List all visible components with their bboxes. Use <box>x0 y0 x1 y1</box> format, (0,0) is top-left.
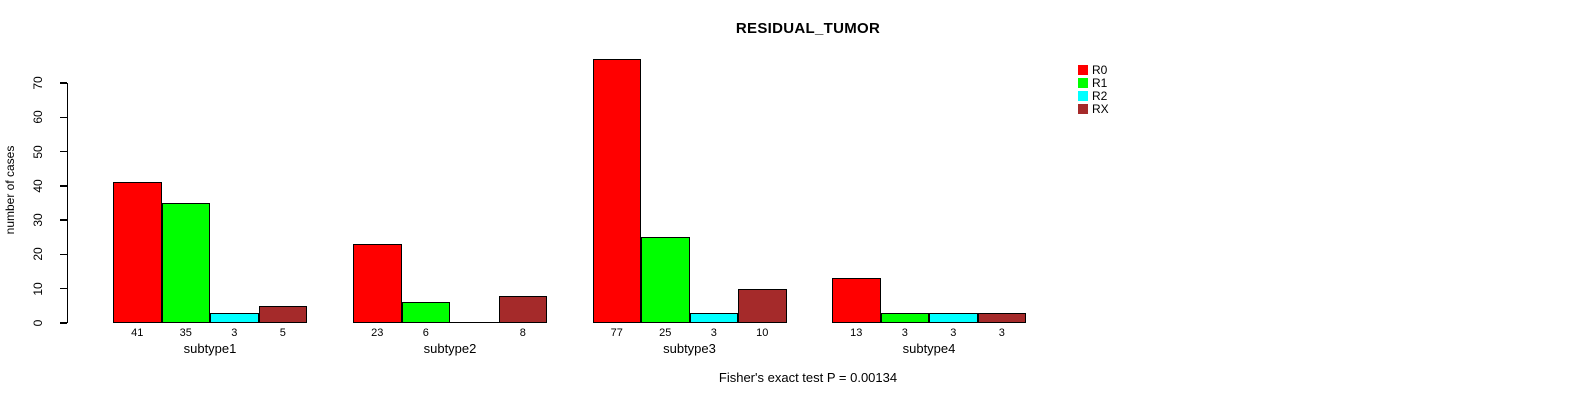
y-tick <box>59 150 67 153</box>
bar-rx-subtype2 <box>498 295 547 323</box>
bar-value-label: 3 <box>231 327 238 339</box>
y-axis-label: number of cases <box>3 145 17 235</box>
y-tick-label: 70 <box>31 76 45 90</box>
legend-swatch-r0 <box>1078 65 1088 75</box>
bar-r2-subtype1 <box>210 312 259 323</box>
group-label-subtype3: subtype3 <box>663 341 716 356</box>
bar-r1-subtype1 <box>161 203 210 323</box>
bar-zero-r2-subtype2 <box>450 321 499 323</box>
y-axis-line <box>66 83 68 323</box>
bar-r2-subtype3 <box>689 312 738 323</box>
bar-value-label: 3 <box>901 327 908 339</box>
y-tick-label: 10 <box>31 282 45 296</box>
bar-value-label: 3 <box>998 327 1005 339</box>
legend-swatch-r2 <box>1078 91 1088 101</box>
y-tick-label: 30 <box>31 213 45 227</box>
bar-value-label: 13 <box>850 327 863 339</box>
bar-value-label: 10 <box>756 327 769 339</box>
bar-value-label: 6 <box>422 327 429 339</box>
legend-label: R0 <box>1092 63 1108 77</box>
bar-value-label: 8 <box>519 327 526 339</box>
y-tick-label: 40 <box>31 179 45 193</box>
group-label-subtype2: subtype2 <box>423 341 477 356</box>
bar-value-label: 5 <box>279 327 286 339</box>
bar-rx-subtype3 <box>738 288 787 323</box>
bar-r0-subtype3 <box>592 59 641 323</box>
group-label-subtype4: subtype4 <box>902 341 956 356</box>
bar-r1-subtype4 <box>880 312 929 323</box>
bar-r0-subtype1 <box>113 182 162 323</box>
y-tick <box>59 82 67 84</box>
chart-title: RESIDUAL_TUMOR <box>735 20 881 37</box>
fisher-test-caption: Fisher's exact test P = 0.00134 <box>718 370 898 385</box>
y-tick-label: 20 <box>31 247 45 262</box>
bar-value-label: 23 <box>371 327 384 339</box>
group-label-subtype1: subtype1 <box>183 341 237 356</box>
legend-swatch-r1 <box>1078 78 1088 88</box>
bar-r1-subtype3 <box>641 237 690 323</box>
legend-label: R1 <box>1092 76 1108 90</box>
bar-value-label: 3 <box>950 327 957 339</box>
y-tick <box>59 322 67 324</box>
bar-rx-subtype4 <box>977 312 1026 323</box>
legend-swatch-rx <box>1078 104 1088 114</box>
y-tick <box>59 287 67 290</box>
bar-value-label: 41 <box>131 327 144 339</box>
bar-value-label: 25 <box>659 327 672 339</box>
bar-r2-subtype4 <box>929 312 978 323</box>
legend-label: R2 <box>1092 89 1108 103</box>
legend-label: RX <box>1092 102 1109 116</box>
bar-value-label: 3 <box>710 327 717 339</box>
y-tick-label: 0 <box>31 319 45 327</box>
y-tick <box>59 116 67 119</box>
bar-r1-subtype2 <box>401 302 450 323</box>
y-tick <box>59 253 67 256</box>
bar-value-label: 77 <box>610 327 623 339</box>
y-tick <box>59 219 67 221</box>
bar-r0-subtype2 <box>353 244 402 323</box>
y-tick <box>59 185 67 187</box>
bar-rx-subtype1 <box>258 305 307 323</box>
bar-value-label: 35 <box>179 327 192 339</box>
y-tick-label: 50 <box>31 144 45 159</box>
y-tick-label: 60 <box>31 110 45 124</box>
bar-r0-subtype4 <box>832 278 881 323</box>
